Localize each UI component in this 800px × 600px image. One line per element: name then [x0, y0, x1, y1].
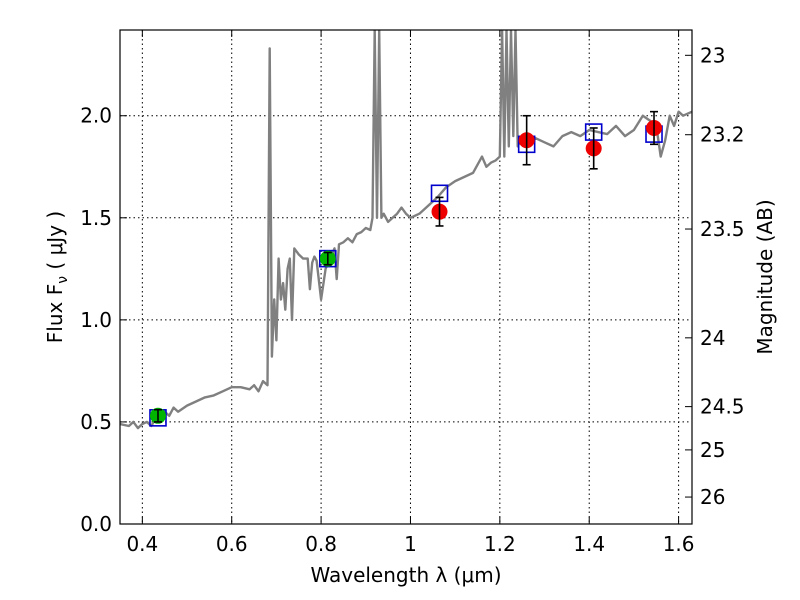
x-tick-label: 0.8	[305, 532, 337, 556]
plot-content	[120, 30, 692, 430]
grid-lines	[120, 30, 692, 525]
x-tick-label: 1	[404, 532, 417, 556]
right-axis-label: Magnitude (AB)	[753, 199, 777, 354]
y2-tick-label: 25	[700, 438, 725, 462]
y-tick-label: 1.0	[80, 308, 112, 332]
x-tick-label: 1.4	[573, 532, 605, 556]
y2-tick-label: 24.5	[700, 395, 745, 419]
y-tick-label: 2.0	[80, 104, 112, 128]
y2-tick-label: 23.5	[700, 217, 745, 241]
model-spectrum-line	[120, 30, 692, 430]
y2-tick-label: 23	[700, 43, 725, 67]
x-tick-label: 1.2	[484, 532, 516, 556]
plot-frame	[119, 29, 693, 525]
y-axis-label-unit: ( μJy )	[43, 211, 67, 276]
x-axis-label: Wavelength λ (μm)	[310, 563, 501, 587]
y2-tick-label: 24	[700, 326, 725, 350]
axes-ticks: 0.4 0.6 0.8 1 1.2 1.4 1.6 0.0 0.5 1.0 1.5 2.0 23 23.2…	[80, 30, 745, 556]
x-tick-label: 0.6	[216, 532, 248, 556]
x-tick-label: 0.4	[126, 532, 158, 556]
y-axis-label-main: Flux F	[43, 284, 67, 343]
y-tick-label: 0.0	[80, 512, 112, 536]
y-tick-label: 0.5	[80, 410, 112, 434]
y-axis-label: Flux Fν ( μJy )	[43, 211, 71, 343]
y2-tick-label: 23.2	[700, 123, 745, 147]
plot-area	[120, 30, 692, 430]
y2-tick-label: 26	[700, 485, 725, 509]
x-tick-label: 1.6	[663, 532, 695, 556]
y-tick-label: 1.5	[80, 206, 112, 230]
y-axis-label-subscript: ν	[55, 276, 71, 284]
